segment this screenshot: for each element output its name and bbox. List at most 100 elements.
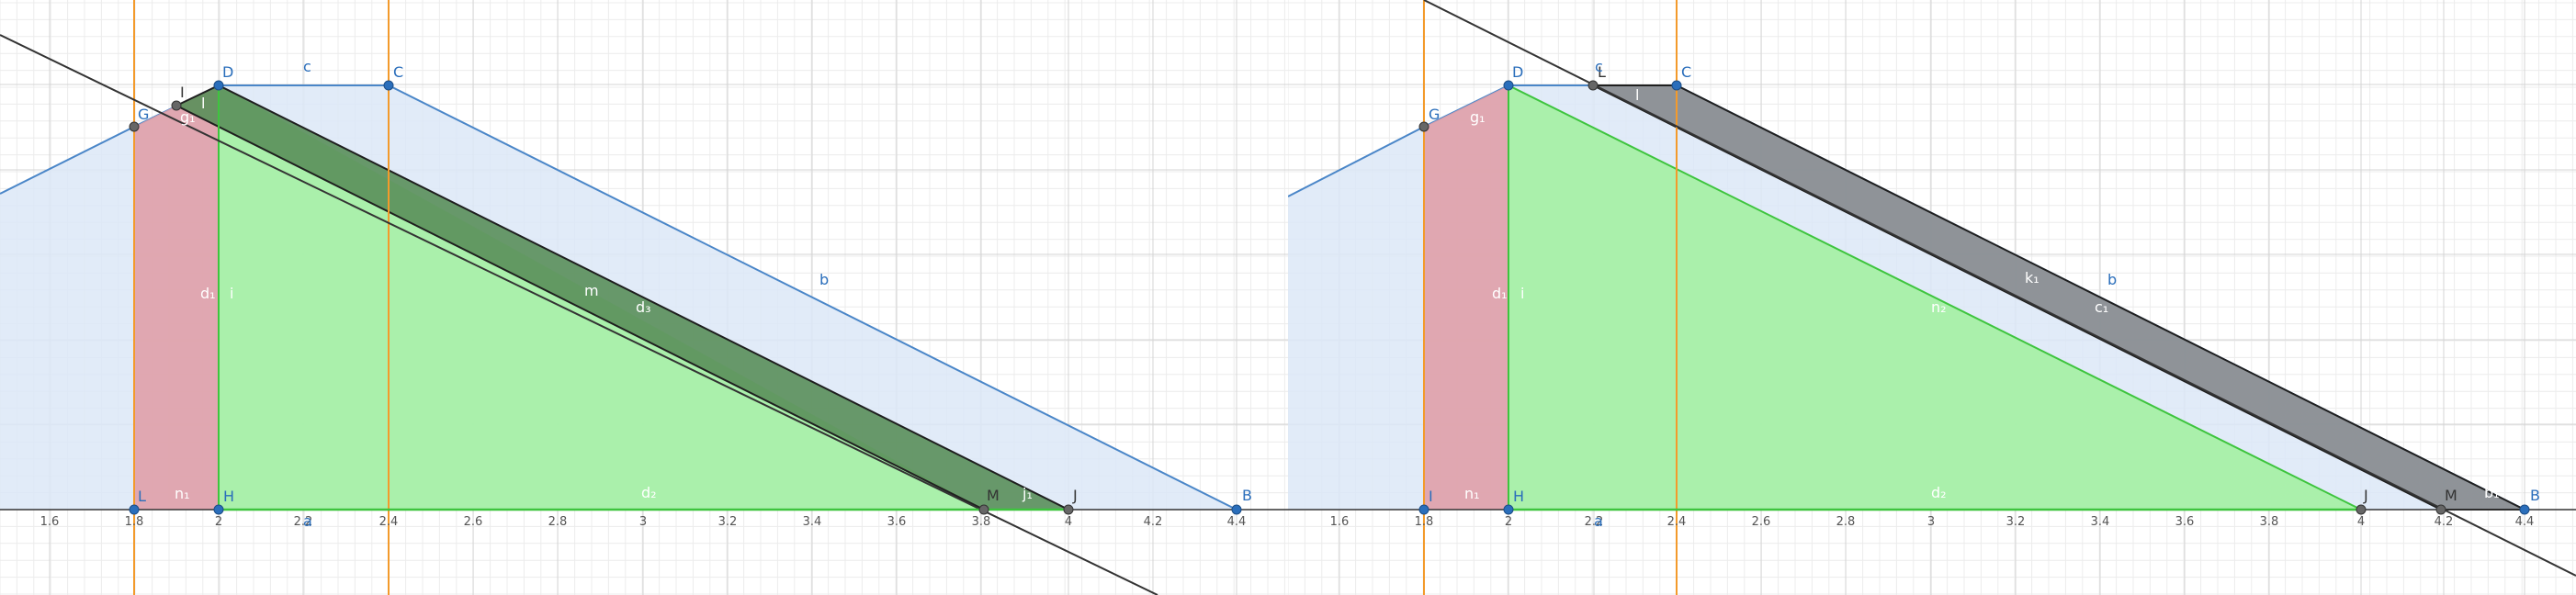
- point-D[interactable]: D: [213, 63, 233, 91]
- label-i: i: [1520, 285, 1524, 302]
- point-L[interactable]: L: [129, 488, 146, 515]
- x-tick-label: 4: [2357, 515, 2365, 529]
- x-tick-label: 1.8: [125, 515, 144, 529]
- right-graphics-view[interactable]: 1.6 1.8 2 2.2 2.4 2.6 2.8 3 3.2 3.4 3.6 3.8 4 4.2 4.4 …: [1288, 0, 2576, 595]
- point-C[interactable]: C: [383, 63, 403, 91]
- x-tick-label: 3.6: [2175, 515, 2195, 529]
- x-tick-label: 2.2: [1585, 515, 1604, 529]
- svg-text:D: D: [1512, 63, 1523, 81]
- label-l: l: [201, 95, 205, 112]
- left-graphics-view[interactable]: 1.6 1.8 2 2.2 2.4 2.6 2.8 3 3.2 3.4 3.6 3.8 4 4.2 4.4 …: [0, 0, 1288, 595]
- line-m[interactable]: [0, 34, 1158, 595]
- point-C[interactable]: C: [1671, 63, 1691, 91]
- svg-text:H: H: [1513, 488, 1524, 505]
- svg-text:J: J: [2363, 487, 2368, 504]
- svg-text:H: H: [223, 488, 234, 505]
- label-a: a: [303, 512, 312, 530]
- red-region[interactable]: [1424, 85, 1508, 510]
- right-figure: 1.6 1.8 2 2.2 2.4 2.6 2.8 3 3.2 3.4 3.6 3.8 4 4.2 4.4 …: [1288, 0, 2576, 595]
- x-tick-label: 2.8: [548, 515, 568, 529]
- x-tick-label: 2.6: [1752, 515, 1771, 529]
- point-G[interactable]: G: [1418, 106, 1440, 132]
- svg-text:G: G: [138, 106, 149, 123]
- label-d1: d₁: [1492, 285, 1508, 302]
- point-G[interactable]: G: [129, 106, 149, 132]
- point-B[interactable]: B: [1231, 487, 1252, 515]
- label-d1: d₁: [200, 285, 216, 302]
- point-H[interactable]: H: [1503, 488, 1524, 515]
- label-n1: n₁: [175, 485, 190, 502]
- line-k1[interactable]: [1423, 0, 2576, 577]
- x-tick-label: 3.2: [2006, 515, 2026, 529]
- x-tick-label: 3.8: [2260, 515, 2279, 529]
- x-tick-label: 1.6: [1330, 515, 1350, 529]
- point-B[interactable]: B: [2519, 487, 2540, 515]
- label-b: b: [819, 271, 829, 288]
- label-g1: g₁: [180, 108, 196, 126]
- point-D[interactable]: D: [1503, 63, 1523, 91]
- x-tick-label: 2.2: [294, 515, 313, 529]
- point-L[interactable]: L: [1587, 63, 1606, 91]
- svg-text:L: L: [138, 488, 146, 505]
- label-k1: k₁: [2025, 269, 2039, 286]
- svg-text:I: I: [180, 84, 185, 101]
- label-c1: c₁: [2095, 298, 2108, 316]
- label-m: m: [584, 282, 599, 299]
- x-tick-label: 2: [215, 515, 222, 529]
- x-tick-label: 3.8: [972, 515, 991, 529]
- x-tick-label: 3.4: [803, 515, 822, 529]
- x-tick-label: 3.6: [887, 515, 907, 529]
- label-c: c: [303, 58, 311, 75]
- point-M[interactable]: M: [978, 487, 1000, 515]
- label-i: i: [230, 285, 233, 302]
- label-c: c: [1595, 58, 1603, 75]
- svg-text:B: B: [1242, 487, 1252, 504]
- x-tick-label: 4.2: [1144, 515, 1163, 529]
- point-M[interactable]: M: [2435, 487, 2457, 515]
- x-tick-label: 1.6: [40, 515, 60, 529]
- label-n1: n₁: [1464, 485, 1480, 502]
- svg-text:D: D: [222, 63, 233, 81]
- svg-text:I: I: [1429, 488, 1433, 505]
- x-tick-label: 2.4: [379, 515, 399, 529]
- x-tick-label: 3: [639, 515, 647, 529]
- label-d2: d₂: [641, 484, 657, 501]
- svg-text:B: B: [2530, 487, 2540, 504]
- point-H[interactable]: H: [213, 488, 234, 515]
- x-tick-label: 2.8: [1836, 515, 1856, 529]
- x-tick-label: 4: [1065, 515, 1072, 529]
- point-I[interactable]: I: [1418, 488, 1433, 515]
- x-tick-label: 2.6: [464, 515, 483, 529]
- x-tick-label: 4.4: [2515, 515, 2535, 529]
- left-figure: 1.6 1.8 2 2.2 2.4 2.6 2.8 3 3.2 3.4 3.6 3.8 4 4.2 4.4 …: [0, 0, 1288, 595]
- label-d2: d₂: [1931, 484, 1947, 501]
- label-l: l: [1635, 86, 1639, 104]
- svg-text:J: J: [1072, 487, 1078, 504]
- x-tick-label: 4.2: [2435, 515, 2454, 529]
- svg-text:C: C: [1681, 63, 1691, 81]
- x-tick-label: 3: [1927, 515, 1935, 529]
- label-n2: n₂: [1931, 298, 1947, 316]
- label-d3: d₃: [636, 298, 651, 316]
- point-I[interactable]: I: [171, 84, 185, 111]
- x-tick-label: 2: [1505, 515, 1512, 529]
- red-region[interactable]: [134, 85, 219, 510]
- svg-text:L: L: [1598, 63, 1606, 81]
- svg-text:M: M: [2445, 487, 2457, 504]
- segment-n2[interactable]: [1508, 84, 2362, 511]
- svg-text:G: G: [1429, 106, 1440, 123]
- label-a: a: [1594, 512, 1603, 530]
- svg-text:M: M: [987, 487, 1000, 504]
- point-J[interactable]: J: [1063, 487, 1078, 515]
- label-j1: j₁: [1022, 485, 1033, 502]
- point-J[interactable]: J: [2356, 487, 2368, 515]
- x-tick-label: 1.8: [1415, 515, 1434, 529]
- x-tick-label: 2.4: [1667, 515, 1687, 529]
- label-b1: b₁: [2484, 484, 2500, 501]
- x-tick-label: 3.4: [2091, 515, 2110, 529]
- x-tick-label: 4.4: [1227, 515, 1247, 529]
- label-b: b: [2107, 271, 2117, 288]
- svg-text:C: C: [393, 63, 403, 81]
- label-g1: g₁: [1470, 108, 1486, 126]
